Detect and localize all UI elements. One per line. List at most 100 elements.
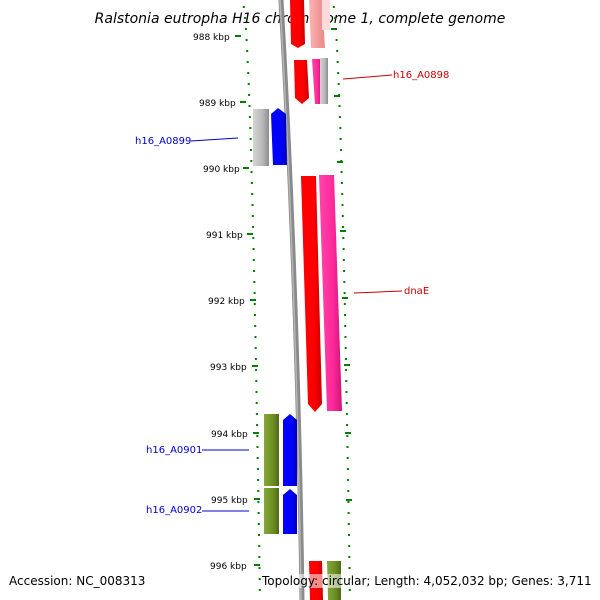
scale-dot (347, 479, 350, 481)
scale-dot (345, 369, 348, 371)
gene-h16-a0899-grey[interactable] (253, 109, 269, 166)
tick-mark-994 (253, 432, 259, 434)
scale-dot (335, 39, 338, 41)
tick-label-994: 994 kbp (211, 430, 248, 440)
scale-dot (257, 479, 260, 481)
tick-label-995: 995 kbp (211, 496, 248, 506)
scale-dot (251, 215, 254, 217)
scale-dot (346, 468, 349, 470)
leader-h16-a0898 (342, 74, 393, 80)
gene-red-h16-a0898-cds[interactable] (294, 60, 309, 104)
tick-mark-996 (254, 564, 260, 566)
scale-dot (342, 248, 345, 250)
tick-label-989: 989 kbp (199, 99, 236, 109)
gene-h16-a0899[interactable] (271, 108, 287, 165)
gene-dnae[interactable] (319, 175, 342, 411)
tick-label-991: 991 kbp (206, 231, 243, 241)
scale-dot (345, 380, 348, 382)
scale-dot (257, 490, 260, 492)
scale-dot (258, 545, 261, 547)
label-h16-a0902[interactable]: h16_A0902 (146, 505, 202, 516)
scale-ruler (242, 6, 351, 591)
scale-dot (343, 303, 346, 305)
tick-mark-992 (250, 299, 256, 301)
scale-dot (254, 358, 257, 360)
scale-dot (348, 545, 351, 547)
scale-dot (255, 391, 258, 393)
scale-dot (343, 270, 346, 272)
scale-dot (250, 182, 253, 184)
reverse-strand-features (253, 108, 297, 534)
label-h16-a0901[interactable]: h16_A0901 (146, 445, 202, 456)
scale-dot (244, 28, 247, 30)
scale-dot (244, 17, 246, 19)
tick-mark-993 (252, 365, 258, 367)
label-dnae[interactable]: dnaE (404, 286, 429, 297)
scale-dot (252, 248, 255, 250)
tick-label-996: 996 kbp (210, 562, 247, 572)
gene-red-top[interactable] (290, 0, 305, 48)
label-h16-a0898[interactable]: h16_A0898 (393, 70, 449, 81)
scale-dot (344, 358, 347, 360)
scale-dot (258, 589, 261, 591)
scale-dot (347, 523, 350, 525)
scale-dot (252, 226, 254, 228)
scale-dot (254, 325, 257, 327)
leader-h16-a0899 (190, 137, 239, 142)
gene-h16-a0898-grey[interactable] (320, 58, 328, 104)
scale-dot (253, 281, 256, 283)
label-h16-a0899[interactable]: h16_A0899 (135, 136, 191, 147)
scale-dot (336, 61, 339, 63)
scale-dot (256, 435, 259, 437)
scale-dot (257, 523, 260, 525)
gene-h16-a0902[interactable] (283, 489, 297, 534)
scale-dot (255, 413, 258, 415)
scale-dot (340, 149, 342, 151)
scale-dot (256, 446, 259, 448)
outer-scale-ticks (331, 28, 352, 501)
scale-dot (346, 424, 349, 426)
scale-dot (348, 534, 350, 536)
gene-pale-top[interactable] (309, 0, 325, 48)
scale-dot (251, 193, 254, 195)
scale-dot (346, 457, 349, 459)
scale-dot (348, 567, 351, 569)
scale-dot (257, 512, 260, 514)
tick-label-992: 992 kbp (208, 297, 245, 307)
scale-dot (242, 6, 245, 8)
scale-dot (345, 391, 348, 393)
tick-mark-995 (254, 498, 260, 500)
gene-h16-a0902-green[interactable] (264, 488, 279, 534)
scale-dot (250, 149, 252, 151)
gene-h16-a0898[interactable] (312, 59, 321, 104)
scale-dot (255, 402, 258, 404)
scale-dot (255, 369, 258, 371)
scale-dot (346, 435, 349, 437)
forward-strand-features (290, 0, 342, 600)
leader-dnae (353, 290, 403, 294)
scale-dot (344, 325, 347, 327)
gene-h16-a0901-green[interactable] (264, 414, 279, 486)
scale-dot (248, 116, 251, 118)
scale-dot (347, 501, 350, 503)
scale-dot (334, 17, 336, 19)
scale-dot (255, 380, 258, 382)
scale-dot (343, 281, 346, 283)
scale-dot (247, 83, 250, 85)
gene-dnae-cds[interactable] (301, 176, 322, 412)
tick-label-993: 993 kbp (210, 363, 247, 373)
scale-dot (258, 578, 261, 580)
scale-dot (249, 127, 252, 129)
scale-dot (254, 314, 256, 316)
tick-mark-989 (240, 101, 246, 103)
scale-dot (252, 237, 255, 239)
scale-dot (341, 204, 344, 206)
chromosome-backbone (278, 0, 305, 600)
scale-dot (345, 413, 348, 415)
gene-h16-a0901[interactable] (283, 414, 297, 486)
scale-dot (256, 457, 259, 459)
scale-dot (258, 556, 261, 558)
scale-dot (340, 171, 343, 173)
scale-dot (256, 468, 259, 470)
